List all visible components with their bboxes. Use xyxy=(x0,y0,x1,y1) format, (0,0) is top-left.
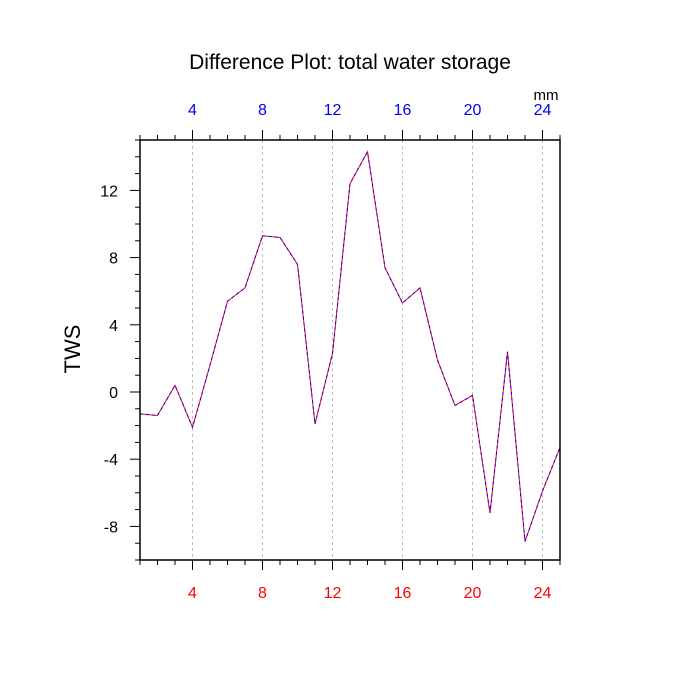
y-tick-label: 8 xyxy=(109,251,118,268)
bottom-tick-label: 20 xyxy=(464,585,482,602)
y-tick-label: -8 xyxy=(104,519,118,536)
y-tick-label: 12 xyxy=(100,183,118,200)
data-lines xyxy=(139,150,561,542)
tick-labels: 4 4 8 8 12 12 16 16 20 20 24 24 -8 -4 0 4 8 12 xyxy=(100,102,551,602)
axis-ticks xyxy=(130,130,561,570)
series-line-blue xyxy=(139,150,561,542)
y-tick-label: -4 xyxy=(104,452,118,469)
top-tick-label: 12 xyxy=(324,102,342,119)
series-line-red xyxy=(139,150,561,542)
plot-frame xyxy=(139,139,561,561)
top-tick-label: 16 xyxy=(394,102,412,119)
chart-title: Difference Plot: total water storage xyxy=(189,51,511,74)
y-tick-label: 4 xyxy=(109,318,118,335)
bottom-tick-label: 16 xyxy=(394,585,412,602)
units-label: mm xyxy=(534,87,559,104)
grid-lines xyxy=(192,140,543,560)
bottom-tick-label: 8 xyxy=(258,585,267,602)
top-tick-label: 8 xyxy=(258,102,267,119)
top-tick-label: 4 xyxy=(188,102,197,119)
bottom-tick-label: 4 xyxy=(188,585,197,602)
bottom-tick-label: 12 xyxy=(324,585,342,602)
top-tick-label: 24 xyxy=(534,102,552,119)
top-tick-label: 20 xyxy=(464,102,482,119)
bottom-tick-label: 24 xyxy=(534,585,552,602)
y-axis-label: TWS xyxy=(60,325,85,374)
y-tick-label: 0 xyxy=(109,385,118,402)
